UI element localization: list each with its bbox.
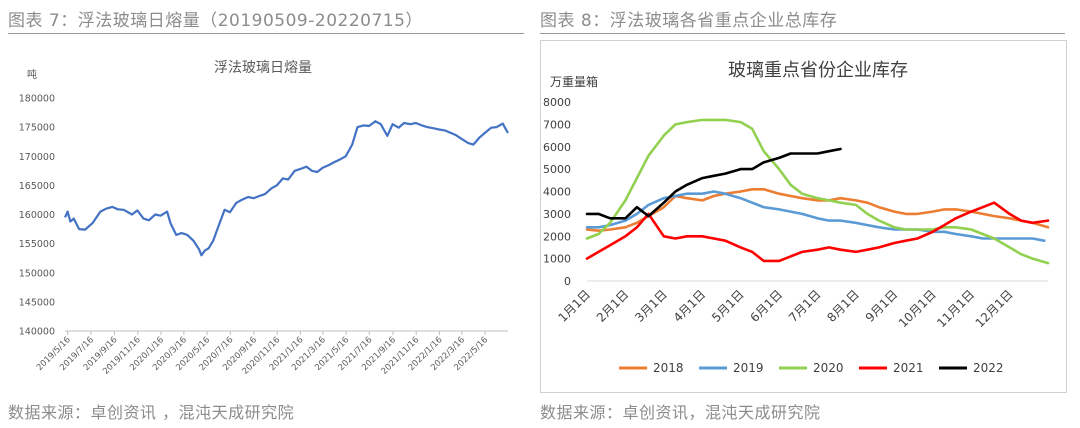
legend-label-2019: 2019: [733, 361, 764, 375]
right-y-tick-label: 6000: [543, 141, 571, 154]
legend-label-2022: 2022: [973, 361, 1004, 375]
right-y-tick-label: 8000: [543, 96, 571, 109]
right-x-tick-label: 11月1日: [934, 287, 977, 330]
left-chart-title: 浮法玻璃日熔量: [214, 59, 312, 76]
left-figure-source: 数据来源：卓创资讯 ，混沌天成研究院: [8, 403, 295, 422]
left-series-line: [64, 120, 509, 257]
left-y-tick-label: 170000: [19, 152, 55, 163]
right-chart-title: 玻璃重点省份企业库存: [728, 60, 908, 81]
left-y-tick-label: 180000: [19, 94, 55, 105]
left-chart-svg: 浮法玻璃日熔量 吨 140000 145000 150000 155000 160000…: [19, 59, 509, 377]
right-x-tick-label: 1月1日: [555, 287, 593, 325]
right-x-tick-label: 2月1日: [594, 287, 632, 325]
right-x-tick-label: 5月1日: [709, 287, 747, 325]
right-y-tick-label: 7000: [543, 118, 571, 131]
legend-label-2020: 2020: [813, 361, 844, 375]
right-series-line-2020: [585, 118, 1050, 265]
right-chart-panel: 玻璃重点省份企业库存 万重量箱 0 1000 2000 3000 4000 5000 600…: [540, 40, 1067, 393]
legend-label-2021: 2021: [893, 361, 924, 375]
right-y-tick-label: 2000: [543, 230, 571, 243]
right-x-tick-label: 8月1日: [824, 287, 862, 325]
left-caption-rule: [8, 33, 524, 34]
right-x-tick-label: 6月1日: [748, 287, 786, 325]
right-y-tick-label: 4000: [543, 186, 571, 199]
left-chart-panel: 浮法玻璃日熔量 吨 140000 145000 150000 155000 160000…: [10, 40, 524, 391]
right-figure-caption: 图表 8：浮法玻璃各省重点企业总库存: [540, 11, 838, 31]
legend-label-2018: 2018: [653, 361, 684, 375]
left-figure-caption: 图表 7：浮法玻璃日熔量（20190509-20220715）: [8, 11, 423, 31]
right-y-tick-label: 3000: [543, 208, 571, 221]
right-y-unit: 万重量箱: [550, 74, 598, 89]
right-series-line-2019: [585, 190, 1046, 242]
right-figure-source: 数据来源：卓创资讯，混沌天成研究院: [540, 403, 821, 422]
right-y-tick-label: 5000: [543, 163, 571, 176]
right-x-tick-label: 3月1日: [632, 287, 670, 325]
left-y-tick-label: 160000: [19, 210, 55, 221]
right-series-line-2022: [585, 147, 842, 220]
right-x-tick-label: 7月1日: [786, 287, 824, 325]
left-y-tick-label: 155000: [19, 239, 55, 250]
left-y-tick-label: 165000: [19, 181, 55, 192]
left-y-unit: 吨: [27, 68, 37, 81]
right-series-line-2021: [585, 201, 1050, 263]
left-y-tick-label: 175000: [19, 123, 55, 134]
left-y-tick-label: 140000: [19, 327, 55, 338]
right-y-tick-label: 0: [564, 275, 571, 288]
left-y-tick-label: 150000: [19, 268, 55, 279]
right-chart-svg: 玻璃重点省份企业库存 万重量箱 0 1000 2000 3000 4000 5000 600…: [543, 60, 1050, 375]
right-x-tick-label: 9月1日: [863, 287, 901, 325]
right-x-tick-label: 10月1日: [896, 287, 939, 330]
right-y-tick-label: 1000: [543, 253, 571, 266]
right-x-tick-label: 4月1日: [671, 287, 709, 325]
right-x-tick-label: 12月1日: [973, 287, 1016, 330]
left-y-tick-label: 145000: [19, 297, 55, 308]
right-caption-rule: [540, 33, 1065, 34]
